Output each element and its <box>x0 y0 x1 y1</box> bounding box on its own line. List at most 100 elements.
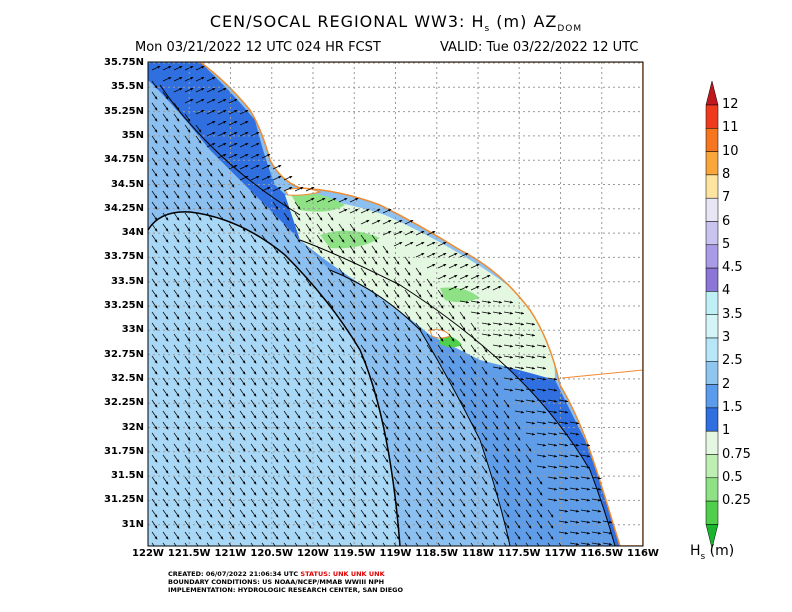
direction-arrow-head <box>234 110 238 113</box>
direction-arrow-head <box>275 492 279 496</box>
direction-arrow-head <box>154 283 158 287</box>
direction-arrow-head <box>165 195 169 199</box>
direction-arrow-head <box>154 228 158 232</box>
direction-arrow-head <box>407 261 411 265</box>
direction-arrow-head <box>220 206 224 210</box>
direction-arrow-head <box>484 360 488 364</box>
direction-arrow-head <box>286 338 290 342</box>
direction-arrow-head <box>421 253 425 256</box>
direction-arrow-head <box>517 514 521 518</box>
direction-arrow-head <box>242 305 246 309</box>
direction-arrow-head <box>212 132 216 135</box>
direction-arrow <box>261 542 265 546</box>
direction-arrow-head <box>308 250 312 254</box>
direction-arrow-head <box>330 360 334 364</box>
direction-arrow-head <box>506 404 510 408</box>
direction-arrow-head <box>396 393 400 397</box>
direction-arrow-head <box>429 415 433 419</box>
direction-arrow-head <box>264 217 268 221</box>
direction-arrow-head <box>154 118 158 122</box>
direction-arrow-head <box>554 498 557 502</box>
direction-arrow-head <box>253 283 257 287</box>
direction-arrow-head <box>286 492 290 496</box>
direction-arrow-head <box>554 421 557 425</box>
direction-arrow-head <box>242 459 246 463</box>
direction-arrow-head <box>554 388 557 392</box>
direction-arrow-head <box>264 536 268 540</box>
direction-arrow-head <box>176 327 180 331</box>
direction-arrow-head <box>242 261 246 265</box>
direction-arrow-head <box>352 514 356 518</box>
direction-arrow-head <box>528 525 532 529</box>
direction-arrow-head <box>352 250 356 254</box>
direction-arrow-head <box>165 338 169 342</box>
direction-arrow-head <box>209 272 213 276</box>
direction-arrow-head <box>341 536 345 540</box>
direction-arrow-head <box>278 176 282 179</box>
colorbar-segment <box>705 407 719 432</box>
direction-arrow-head <box>341 371 345 375</box>
direction-arrow-head <box>223 132 227 135</box>
direction-arrow-head <box>275 437 279 441</box>
direction-arrow-head <box>154 536 158 540</box>
direction-arrow-head <box>554 476 557 480</box>
direction-arrow-head <box>407 459 411 463</box>
direction-arrow-head <box>253 195 257 199</box>
direction-arrow-head <box>462 426 466 430</box>
direction-arrow-head <box>352 360 356 364</box>
direction-arrow-head <box>256 143 260 146</box>
direction-arrow-head <box>286 448 290 452</box>
direction-arrow-head <box>484 481 488 485</box>
direction-arrow-head <box>319 437 323 441</box>
direction-arrow-head <box>198 195 202 199</box>
direction-arrow-head <box>187 228 191 232</box>
direction-arrow-head <box>429 503 433 507</box>
direction-arrow-head <box>297 448 301 452</box>
direction-arrow-head <box>154 470 158 474</box>
direction-arrow-head <box>176 250 180 254</box>
direction-arrow-head <box>374 404 378 408</box>
direction-arrow-head <box>443 264 447 267</box>
colorbar-label: 4.5 <box>722 260 743 276</box>
direction-arrow-head <box>212 143 216 146</box>
direction-arrow-head <box>506 536 510 540</box>
direction-arrow-head <box>253 349 257 353</box>
direction-arrow-head <box>234 132 238 135</box>
direction-arrow-head <box>297 503 301 507</box>
direction-arrow-head <box>407 305 411 309</box>
colorbar-segment <box>705 197 719 222</box>
direction-arrow-head <box>443 275 447 278</box>
direction-arrow-head <box>341 481 345 485</box>
lat-tick-label: 35N <box>121 129 144 141</box>
direction-arrow-head <box>363 272 367 276</box>
direction-arrow <box>162 542 166 546</box>
direction-arrow-head <box>418 283 422 287</box>
direction-arrow-head <box>451 481 455 485</box>
direction-arrow-head <box>220 349 224 353</box>
direction-arrow-head <box>484 459 488 463</box>
direction-arrow-head <box>264 294 268 298</box>
direction-arrow-head <box>187 173 191 177</box>
direction-arrow-head <box>297 415 301 419</box>
direction-arrow-head <box>462 338 466 342</box>
direction-arrow-head <box>297 492 301 496</box>
direction-arrow-head <box>297 338 301 342</box>
direction-arrow-head <box>165 415 169 419</box>
colorbar-label: 0.5 <box>722 469 743 485</box>
direction-arrow-head <box>341 294 345 298</box>
direction-arrow-head <box>330 393 334 397</box>
direction-arrow-head <box>187 492 191 496</box>
direction-arrow-head <box>154 426 158 430</box>
direction-arrow-head <box>440 371 444 375</box>
direction-arrow-head <box>242 228 246 232</box>
direction-arrow-head <box>176 228 180 232</box>
direction-arrow-head <box>363 371 367 375</box>
direction-arrow-head <box>521 388 524 392</box>
direction-arrow <box>283 542 287 546</box>
direction-arrow-head <box>598 542 601 546</box>
direction-arrow-head <box>286 294 290 298</box>
direction-arrow-head <box>275 382 279 386</box>
direction-arrow-head <box>179 66 183 69</box>
direction-arrow-head <box>297 481 301 485</box>
direction-arrow-head <box>418 437 422 441</box>
